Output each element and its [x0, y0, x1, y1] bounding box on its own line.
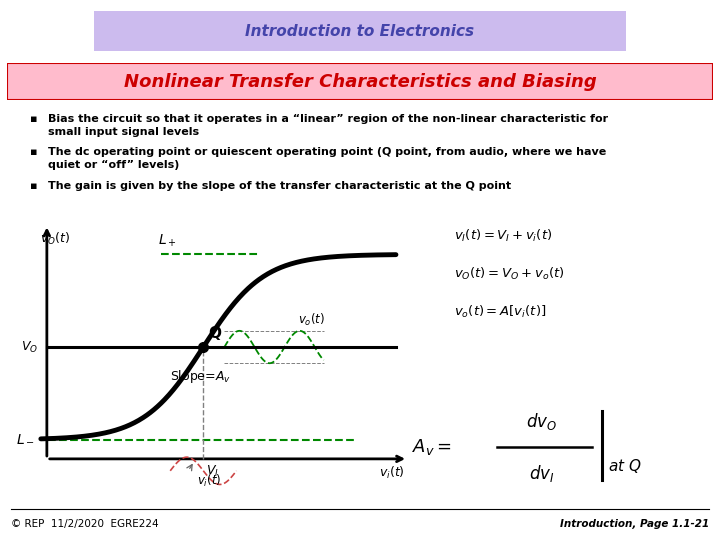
Text: Introduction to Electronics: Introduction to Electronics [246, 24, 474, 38]
Text: Slope=$A_v$: Slope=$A_v$ [170, 368, 231, 386]
Text: ▪: ▪ [30, 181, 37, 191]
Text: $v_i(t)$: $v_i(t)$ [379, 465, 405, 481]
Text: Introduction, Page 1.1-21: Introduction, Page 1.1-21 [560, 519, 709, 529]
Text: $v_o(t)$: $v_o(t)$ [298, 312, 325, 328]
Text: $at\ Q$: $at\ Q$ [608, 457, 642, 475]
Text: Nonlinear Transfer Characteristics and Biasing: Nonlinear Transfer Characteristics and B… [124, 72, 596, 91]
Text: $V_I$: $V_I$ [206, 464, 219, 479]
Text: The dc operating point or quiescent operating point (Q point, from audio, where : The dc operating point or quiescent oper… [48, 147, 606, 170]
FancyBboxPatch shape [78, 10, 642, 52]
Text: $L_-$: $L_-$ [16, 431, 35, 446]
Text: $L_+$: $L_+$ [158, 233, 177, 249]
FancyBboxPatch shape [7, 63, 713, 100]
Text: Bias the circuit so that it operates in a “linear” region of the non-linear char: Bias the circuit so that it operates in … [48, 113, 608, 137]
Text: $V_O$: $V_O$ [21, 340, 38, 355]
Text: $v_O(t)$: $v_O(t)$ [40, 231, 70, 247]
Text: $v_O(t)=V_O+v_o(t)$: $v_O(t)=V_O+v_o(t)$ [454, 266, 564, 282]
Text: $dv_O$: $dv_O$ [526, 411, 557, 431]
Text: $v_I(t)=V_I+v_i(t)$: $v_I(t)=V_I+v_i(t)$ [454, 228, 552, 244]
Text: © REP  11/2/2020  EGRE224: © REP 11/2/2020 EGRE224 [11, 519, 158, 529]
Text: ▪: ▪ [30, 113, 37, 124]
Text: Q: Q [208, 326, 221, 341]
Text: $v_o(t)=A[v_i(t)]$: $v_o(t)=A[v_i(t)]$ [454, 304, 546, 320]
Text: $dv_I$: $dv_I$ [529, 463, 554, 483]
Text: The gain is given by the slope of the transfer characteristic at the Q point: The gain is given by the slope of the tr… [48, 181, 511, 191]
Text: ▪: ▪ [30, 147, 37, 157]
Text: $A_v =$: $A_v =$ [412, 437, 451, 457]
Text: $v_i(t)$: $v_i(t)$ [197, 472, 222, 489]
